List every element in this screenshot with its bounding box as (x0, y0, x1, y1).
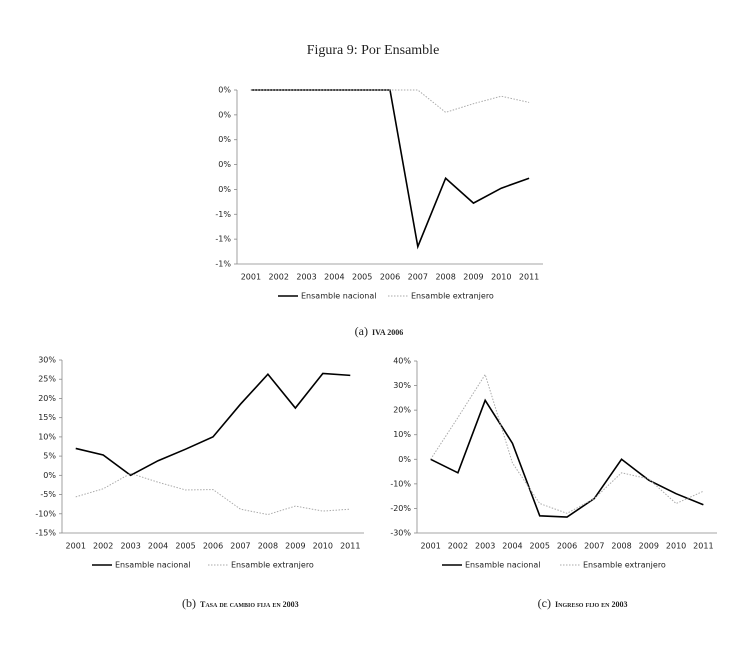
y-tick-label: 30% (38, 356, 56, 365)
x-tick-label: 2004 (324, 273, 344, 282)
y-tick-label: 40% (393, 357, 411, 366)
x-tick-label: 2003 (296, 273, 316, 282)
x-tick-label: 2009 (639, 542, 659, 551)
y-tick-label: 20% (38, 394, 56, 403)
x-tick-label: 2001 (66, 542, 86, 551)
caption: Ingreso fijo en 2003 (555, 600, 627, 609)
y-tick-label: -10% (390, 479, 411, 488)
y-tick-label: 0% (43, 471, 56, 480)
x-tick-label: 2005 (352, 273, 372, 282)
y-tick-label: -20% (390, 504, 411, 513)
x-tick-label: 2008 (611, 542, 631, 551)
x-tick-label: 2008 (435, 273, 455, 282)
y-tick-label: 30% (393, 381, 411, 390)
x-tick-label: 2006 (380, 273, 400, 282)
legend-label: Ensamble nacional (301, 292, 376, 301)
x-tick-label: 2009 (463, 273, 483, 282)
x-tick-label: 2005 (175, 542, 195, 551)
x-tick-label: 2008 (258, 542, 278, 551)
caption-label: (b) (182, 596, 196, 610)
x-tick-label: 2006 (203, 542, 223, 551)
y-tick-label: -15% (35, 529, 56, 538)
x-tick-label: 2007 (584, 542, 604, 551)
series-line (250, 89, 530, 113)
legend-label: Ensamble extranjero (583, 561, 666, 570)
legend-label: Ensamble nacional (465, 561, 540, 570)
y-tick-label: 5% (43, 452, 56, 461)
x-tick-label: 2010 (666, 542, 686, 551)
series-line (75, 372, 351, 477)
y-tick-label: 10% (393, 430, 411, 439)
y-tick-label: -10% (35, 509, 56, 518)
x-tick-label: 2009 (285, 542, 305, 551)
x-tick-label: 2001 (241, 273, 261, 282)
y-tick-label: 0% (398, 455, 411, 464)
caption-label: (c) (538, 596, 551, 610)
y-tick-label: -1% (215, 260, 231, 269)
caption: Tasa de cambio fija en 2003 (200, 600, 299, 609)
y-tick-label: -1% (215, 210, 231, 219)
series-line (430, 398, 704, 518)
y-tick-label: -1% (215, 235, 231, 244)
series-line (75, 472, 351, 516)
legend-label: Ensamble nacional (115, 561, 190, 570)
x-tick-label: 2003 (475, 542, 495, 551)
x-tick-label: 2010 (313, 542, 333, 551)
x-tick-label: 2002 (269, 273, 289, 282)
figure-title: Figura 9: Por Ensamble (307, 43, 440, 58)
x-tick-label: 2004 (502, 542, 522, 551)
y-tick-label: 0% (218, 86, 231, 95)
legend-label: Ensamble extranjero (231, 561, 314, 570)
legend-label: Ensamble extranjero (411, 292, 494, 301)
x-tick-label: 2007 (230, 542, 250, 551)
y-tick-label: 0% (218, 135, 231, 144)
x-tick-label: 2001 (420, 542, 440, 551)
x-tick-label: 2006 (557, 542, 577, 551)
y-tick-label: 25% (38, 375, 56, 384)
y-tick-label: 0% (218, 110, 231, 119)
x-tick-label: 2004 (148, 542, 168, 551)
caption-label: (a) (355, 324, 368, 338)
x-tick-label: 2002 (93, 542, 113, 551)
x-tick-label: 2011 (693, 542, 713, 551)
x-tick-label: 2010 (491, 273, 511, 282)
y-tick-label: 10% (38, 432, 56, 441)
x-tick-label: 2003 (120, 542, 140, 551)
x-tick-label: 2005 (530, 542, 550, 551)
series-line (430, 373, 704, 514)
y-tick-label: 20% (393, 406, 411, 415)
x-tick-label: 2011 (340, 542, 360, 551)
x-tick-label: 2011 (519, 273, 539, 282)
x-tick-label: 2002 (448, 542, 468, 551)
y-tick-label: 0% (218, 160, 231, 169)
y-tick-label: 15% (38, 413, 56, 422)
caption: IVA 2006 (372, 328, 403, 337)
x-tick-label: 2007 (408, 273, 428, 282)
y-tick-label: -5% (40, 490, 56, 499)
series-line (250, 89, 530, 250)
y-tick-label: -30% (390, 529, 411, 538)
y-tick-label: 0% (218, 185, 231, 194)
